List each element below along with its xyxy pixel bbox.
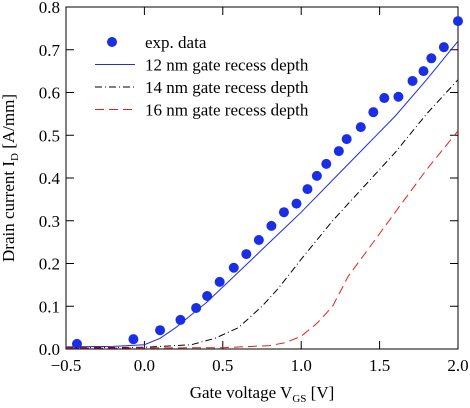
- data-point: [128, 334, 139, 345]
- data-point: [291, 198, 302, 209]
- data-point: [241, 249, 252, 260]
- y-label-unit: [A/mm]: [0, 94, 18, 153]
- data-point: [214, 276, 225, 287]
- y-tick-label: 0.7: [39, 41, 61, 60]
- y-axis-label: Drain current ID [A/mm]: [0, 94, 21, 262]
- data-point: [191, 302, 202, 313]
- x-tick-label: 2.0: [447, 356, 468, 375]
- y-tick-label: 0.4: [39, 169, 61, 188]
- series-line: [65, 79, 459, 349]
- data-point: [426, 53, 437, 64]
- data-point: [418, 66, 429, 77]
- y-tick-label: 0.6: [39, 84, 60, 103]
- data-point: [311, 170, 322, 181]
- legend-label: 14 nm gate recess depth: [145, 78, 309, 97]
- x-axis-label: Gate voltage VGS [V]: [190, 383, 335, 405]
- data-point: [368, 107, 379, 118]
- data-point: [175, 314, 186, 325]
- y-label-sub: D: [9, 153, 21, 161]
- data-point: [253, 234, 264, 245]
- x-label-unit: [V]: [306, 383, 334, 402]
- y-tick-label: 0.5: [39, 126, 60, 145]
- data-point: [453, 16, 463, 27]
- x-tick-label: 1.5: [369, 356, 390, 375]
- data-point: [321, 158, 332, 169]
- y-tick-label: 0.3: [39, 212, 60, 231]
- data-point: [355, 122, 366, 133]
- data-point: [302, 184, 313, 195]
- y-tick-label: 0.0: [39, 340, 60, 359]
- series-line: [65, 40, 459, 348]
- data-point: [155, 325, 166, 336]
- x-tick-label: 0.5: [212, 356, 233, 375]
- data-point: [438, 42, 449, 53]
- y-label-text: Drain current I: [0, 161, 18, 262]
- data-point: [202, 290, 213, 301]
- legend-label: 16 nm gate recess depth: [145, 101, 309, 120]
- data-point: [266, 220, 277, 231]
- data-point: [333, 146, 344, 157]
- legend-marker: [107, 37, 117, 47]
- y-tick-label: 0.2: [39, 255, 60, 274]
- series-line: [65, 130, 459, 349]
- x-tick-label: 1.0: [291, 356, 312, 375]
- x-label-sub: GS: [292, 393, 306, 405]
- legend-label: 12 nm gate recess depth: [145, 56, 309, 75]
- x-label-text: Gate voltage V: [190, 383, 293, 402]
- legend-label: exp. data: [145, 33, 207, 52]
- data-point: [228, 262, 239, 273]
- x-tick-label: −0.5: [51, 356, 82, 375]
- data-point: [379, 93, 390, 104]
- y-tick-label: 0.8: [39, 0, 60, 17]
- x-tick-label: 0.0: [134, 356, 155, 375]
- data-point: [407, 75, 418, 86]
- data-point: [278, 207, 289, 218]
- data-point: [393, 91, 404, 102]
- data-point: [341, 134, 352, 145]
- y-tick-label: 0.1: [39, 297, 60, 316]
